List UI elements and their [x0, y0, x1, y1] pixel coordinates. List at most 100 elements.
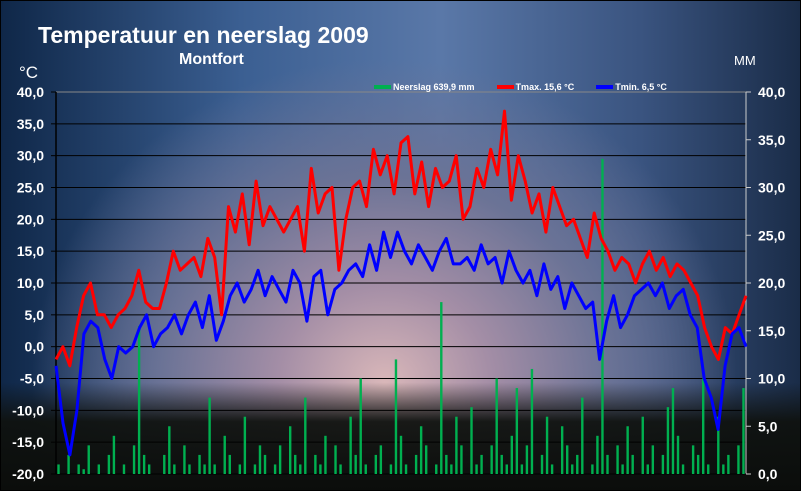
- precipitation-bar: [737, 445, 740, 474]
- right-tick-label: 35,0: [758, 132, 785, 148]
- precipitation-bar: [173, 464, 176, 474]
- precipitation-bar: [460, 445, 463, 474]
- precipitation-bar: [480, 454, 483, 474]
- precipitation-bar: [440, 302, 443, 474]
- precipitation-bar: [339, 464, 342, 474]
- precipitation-bar: [208, 397, 211, 474]
- precipitation-bar: [560, 426, 564, 474]
- precipitation-bar: [641, 416, 644, 474]
- precipitation-bar: [596, 435, 599, 474]
- precipitation-bar: [666, 407, 670, 474]
- precipitation-bar: [545, 416, 549, 474]
- precipitation-bar: [742, 388, 745, 474]
- precipitation-bar: [530, 368, 534, 474]
- tmax-line: [54, 109, 748, 368]
- left-tick-label: -5,0: [20, 371, 44, 387]
- precipitation-bar: [626, 426, 629, 474]
- precipitation-bar: [399, 435, 403, 474]
- precipitation-bar: [112, 435, 116, 474]
- left-tick-label: 20,0: [17, 211, 44, 227]
- precipitation-bar: [515, 388, 519, 474]
- precipitation-bar: [681, 464, 685, 474]
- chart-subtitle: Montfort: [179, 51, 244, 68]
- precipitation-bar: [701, 378, 705, 474]
- precipitation-bar: [631, 454, 634, 474]
- precipitation-bar: [671, 388, 675, 474]
- right-tick-label: 15,0: [758, 323, 785, 339]
- precipitation-bar: [278, 445, 282, 474]
- precipitation-bar: [107, 454, 111, 474]
- legend-swatch-tmin: [596, 85, 614, 89]
- left-tick-label: -10,0: [12, 402, 44, 418]
- precipitation-bar: [540, 454, 544, 474]
- precipitation-bar: [505, 464, 508, 474]
- precipitation-bar: [223, 435, 226, 474]
- precipitation-bar: [435, 464, 438, 474]
- legend-label-tmin: Tmin. 6,5 °C: [615, 82, 667, 92]
- legend-swatch-neerslag: [374, 85, 391, 89]
- precipitation-bar: [717, 416, 720, 474]
- precipitation-bar: [203, 464, 206, 474]
- legend-item-tmax: Tmax. 15,6 °C: [496, 82, 574, 92]
- precipitation-bar: [379, 445, 383, 474]
- precipitation-bar: [591, 464, 594, 474]
- chart-title: Temperatuur en neerslag 2009: [38, 22, 369, 48]
- right-tick-label: 5,0: [758, 418, 778, 434]
- legend: Neerslag 639,9 mm Tmax. 15,6 °C Tmin. 6,…: [374, 82, 667, 92]
- precipitation-bar: [57, 464, 60, 474]
- precipitation-bar: [132, 445, 136, 474]
- precipitation-bar: [258, 445, 262, 474]
- precipitation-bar: [445, 454, 448, 474]
- precipitation-bar: [228, 454, 231, 474]
- precipitation-bar: [394, 359, 398, 474]
- precipitation-bar: [319, 464, 322, 474]
- precipitation-bar: [198, 454, 201, 474]
- precipitation-bar: [364, 464, 367, 474]
- left-tick-label: 0,0: [25, 339, 45, 355]
- precipitation-bar: [621, 464, 624, 474]
- precipitation-bar: [374, 454, 378, 474]
- precipitation-bar: [273, 464, 277, 474]
- precipitation-bar: [500, 454, 503, 474]
- precipitation-bar: [77, 464, 80, 474]
- precipitation-bar: [87, 445, 90, 474]
- right-tick-label: 25,0: [758, 227, 785, 243]
- precipitation-bar: [142, 454, 146, 474]
- precipitation-bar: [188, 464, 191, 474]
- precipitation-bar: [253, 464, 257, 474]
- right-tick-label: 40,0: [758, 84, 785, 100]
- precipitation-bar: [324, 435, 327, 474]
- precipitation-bar: [334, 445, 337, 474]
- right-tick-label: 30,0: [758, 180, 785, 196]
- left-tick-label: 15,0: [17, 243, 44, 259]
- precipitation-bar: [566, 445, 569, 474]
- precipitation-bar: [691, 445, 695, 474]
- precipitation-bar: [137, 325, 141, 474]
- precipitation-bar: [470, 407, 473, 474]
- precipitation-bar: [455, 416, 458, 474]
- precipitation-bar: [299, 464, 302, 474]
- legend-label-neerslag: Neerslag 639,9 mm: [393, 82, 475, 92]
- precipitation-bar: [510, 435, 514, 474]
- legend-item-tmin: Tmin. 6,5 °C: [596, 82, 667, 92]
- left-tick-label: -20,0: [12, 466, 44, 482]
- precipitation-bar: [419, 426, 423, 474]
- right-tick-label: 10,0: [758, 371, 785, 387]
- precipitation-bar: [314, 454, 317, 474]
- precipitation-bar: [288, 426, 292, 474]
- precipitation-bar: [389, 464, 393, 474]
- precipitation-bar: [82, 469, 85, 474]
- left-tick-label: 10,0: [17, 275, 44, 291]
- left-axis-unit: °C: [19, 63, 39, 82]
- precipitation-bar: [349, 416, 352, 474]
- precipitation-bar: [450, 464, 453, 474]
- right-tick-label: 0,0: [758, 466, 778, 482]
- precipitation-bar: [490, 445, 493, 474]
- precipitation-bar: [122, 464, 126, 474]
- precipitation-bar: [294, 454, 297, 474]
- precipitation-bar: [646, 464, 649, 474]
- precipitation-bar: [651, 445, 655, 474]
- precipitation-bar: [707, 464, 710, 474]
